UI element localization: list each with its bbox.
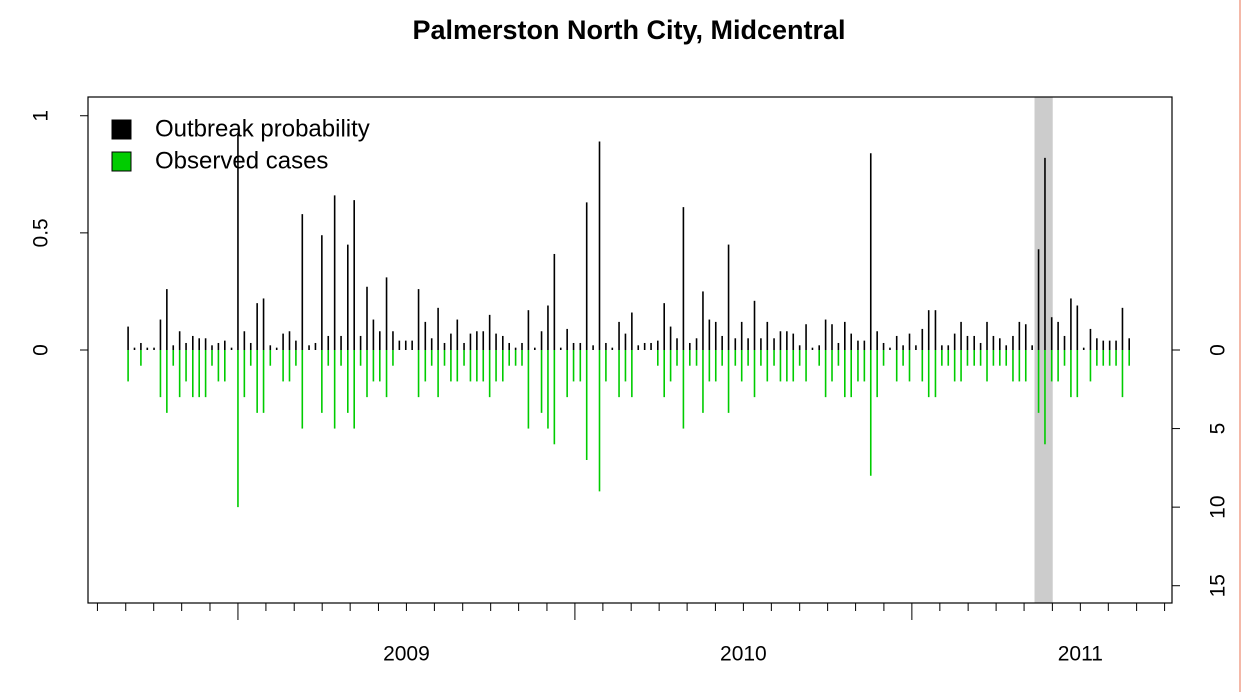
y-tick-label: 0 [30, 344, 53, 356]
highlight-band [1034, 97, 1053, 603]
y-tick-label: 0.5 [30, 218, 53, 247]
x-tick-label: 2011 [1058, 643, 1103, 666]
plot-frame [87, 96, 1173, 604]
y2-tick-label: 5 [1207, 423, 1230, 435]
legend-label: Observed cases [155, 147, 328, 174]
y2-tick-label: 10 [1207, 495, 1230, 518]
chart-title: Palmerston North City, Midcentral [412, 15, 845, 45]
x-tick-label: 2009 [383, 643, 430, 666]
legend-swatch [111, 119, 132, 140]
legend-swatch [111, 151, 132, 172]
legend-label: Outbreak probability [155, 115, 370, 142]
y2-tick-label: 0 [1207, 344, 1230, 356]
y-tick-label: 1 [30, 110, 53, 122]
y2-tick-label: 15 [1207, 574, 1230, 597]
x-tick-label: 2010 [720, 643, 767, 666]
